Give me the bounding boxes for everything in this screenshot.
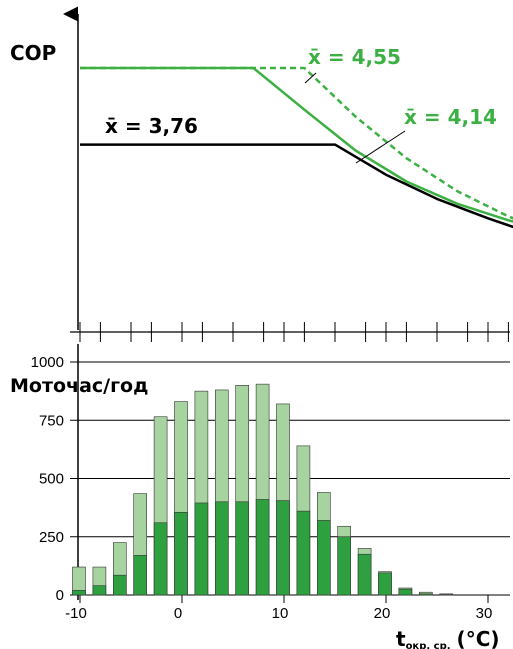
bar-base xyxy=(194,502,209,596)
x-label-sub: окр. ср. xyxy=(406,641,451,649)
bar-base xyxy=(276,500,290,596)
cop-series-line-2 xyxy=(80,66,513,220)
bar-x-tick-label: 0 xyxy=(174,605,182,622)
cop-series-line-0 xyxy=(80,143,513,229)
bar-base xyxy=(337,536,352,596)
cop-annotations: x̄ = 4,55 x̄ = 4,14 x̄ = 3,76 xyxy=(105,45,497,164)
bar-base xyxy=(296,510,311,596)
bar-base xyxy=(378,572,392,596)
annotation-4-55: x̄ = 4,55 xyxy=(308,45,401,69)
annotation-4-14: x̄ = 4,14 xyxy=(404,105,497,129)
bar-x-tick-label: 20 xyxy=(374,605,391,622)
leader-4-14 xyxy=(355,130,406,164)
cop-series-line-1 xyxy=(80,66,513,223)
x-label-t: t xyxy=(396,627,406,649)
bar-x-tick-label: 30 xyxy=(476,605,493,622)
cop-x-ticks xyxy=(79,322,509,342)
bar-base xyxy=(153,522,168,596)
bar-x-tick-label: 10 xyxy=(272,605,289,622)
cop-y-label: COP xyxy=(10,41,56,65)
bar-base xyxy=(418,593,433,596)
bar-base xyxy=(255,499,270,596)
leader-4-55 xyxy=(304,72,317,84)
bar-x-label: tокр. ср. (°C) xyxy=(396,627,500,649)
bar-y-tick-label: 1000 xyxy=(31,354,64,371)
bar-base xyxy=(235,501,249,596)
bar-y-tick-label: 250 xyxy=(39,529,64,546)
bar-y-tick-label: 500 xyxy=(39,471,64,488)
bar-base xyxy=(316,520,331,596)
bar-base xyxy=(357,553,372,596)
bar-y-ticks: 0 250 500 750 1000 xyxy=(31,354,64,604)
bar-x-ticks: -10 0 10 20 30 xyxy=(65,595,492,622)
bar-y-tick-label: 0 xyxy=(56,587,64,604)
cop-lines xyxy=(80,66,513,229)
bar-base xyxy=(133,555,147,596)
bar-x-tick-label: -10 xyxy=(65,605,87,622)
bar-base xyxy=(174,511,188,596)
bar-y-tick-label: 750 xyxy=(39,412,64,429)
bar-base xyxy=(72,590,86,596)
bars xyxy=(72,383,454,596)
bar-base xyxy=(113,574,127,596)
bar-y-label: Моточас/год xyxy=(10,375,148,397)
cop-chart: COP x̄ = 4,55 x̄ = 4,14 x̄ = 3,76 xyxy=(10,6,513,342)
x-label-unit: (°C) xyxy=(457,627,500,649)
bar-base xyxy=(92,585,107,596)
bar-base xyxy=(398,588,413,596)
bar-base xyxy=(215,501,229,596)
annotation-3-76: x̄ = 3,76 xyxy=(105,114,198,138)
